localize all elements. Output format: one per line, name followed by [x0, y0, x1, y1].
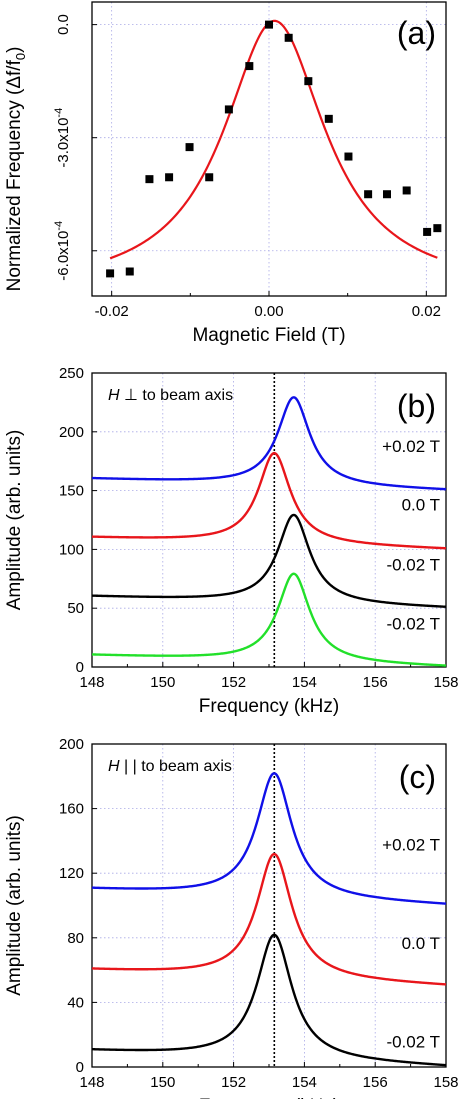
series-label: -0.02 T — [386, 614, 440, 633]
x-tick-label: 158 — [433, 674, 458, 691]
series-line — [91, 933, 447, 1067]
data-point — [145, 175, 154, 184]
panel-label-b: (b) — [397, 388, 436, 424]
series-label: +0.02 T — [382, 437, 440, 456]
x-tick-label: 0.02 — [412, 303, 441, 320]
y-tick-label: 120 — [59, 865, 84, 882]
data-point — [364, 190, 373, 199]
data-point — [324, 114, 333, 123]
series-line — [91, 772, 447, 905]
data-point — [224, 105, 233, 114]
data-point — [125, 267, 134, 276]
y-axis-label: Amplitude (arb. units) — [4, 815, 25, 996]
x-tick-label: 154 — [292, 674, 317, 691]
x-tick-label: 150 — [150, 674, 175, 691]
y-tick-label: 200 — [59, 736, 84, 753]
y-axis-label: Amplitude (arb. units) — [4, 430, 25, 611]
series-line — [91, 572, 447, 667]
x-tick-label: 156 — [363, 674, 388, 691]
plot-frame — [91, 372, 447, 668]
y-tick-label: 0 — [76, 659, 84, 676]
y-tick-label: 160 — [59, 801, 84, 818]
panel-label-a: (a) — [397, 15, 436, 51]
series-label: +0.02 T — [382, 836, 440, 855]
data-point — [185, 143, 194, 152]
panel-a: -0.02 0.00 0.02 Magnetic Field (T) 0.0 -3.0x1… — [4, 1, 447, 346]
y-tick-label: 0 — [76, 1059, 84, 1076]
y-tick-label: 250 — [59, 365, 84, 382]
x-tick-label: 148 — [79, 674, 104, 691]
panel-annotation: H ⊥ to beam axis — [108, 387, 233, 404]
y-tick-label: 80 — [67, 930, 84, 947]
y-tick-label: -6.0x10-4 — [53, 221, 72, 281]
data-point — [245, 62, 254, 71]
x-tick-label: 0.00 — [254, 303, 283, 320]
data-point — [344, 152, 353, 161]
x-tick-label: 150 — [150, 1074, 175, 1091]
data-point — [165, 173, 174, 182]
panel-b: 148 150 152 154 156 158 Frequency (kHz) 0 50 100 1… — [4, 365, 459, 717]
x-tick-label: 152 — [221, 674, 246, 691]
series-label: 0.0 T — [402, 934, 440, 953]
series-line — [91, 396, 447, 491]
panel-annotation: H | | to beam axis — [108, 758, 232, 775]
x-axis-label: Magnetic Field (T) — [192, 325, 345, 346]
y-tick-label: 0.0 — [55, 14, 72, 35]
y-tick-label: 40 — [67, 994, 84, 1011]
fit-curve — [109, 19, 438, 260]
data-point — [284, 33, 293, 42]
series-label: 0.0 T — [402, 496, 440, 515]
data-point — [106, 269, 115, 278]
data-point — [205, 173, 214, 182]
y-tick-label: 200 — [59, 424, 84, 441]
data-point — [433, 224, 442, 233]
data-point — [304, 77, 313, 86]
y-tick-label: -3.0x10-4 — [53, 108, 72, 168]
x-tick-label: 152 — [221, 1074, 246, 1091]
series-label: -0.02 T — [386, 556, 440, 575]
x-tick-label: -0.02 — [95, 303, 129, 320]
plot-frame — [91, 1, 447, 297]
x-axis-label: Frequency (kHz) — [199, 1096, 339, 1099]
y-tick-label: 100 — [59, 541, 84, 558]
x-tick-label: 156 — [363, 1074, 388, 1091]
x-tick-label: 154 — [292, 1074, 317, 1091]
data-point — [402, 186, 411, 195]
data-point — [423, 227, 432, 236]
panel-label-c: (c) — [399, 759, 436, 795]
x-tick-label: 148 — [79, 1074, 104, 1091]
plot-frame — [91, 743, 447, 1068]
y-tick-label: 50 — [67, 600, 84, 617]
y-tick-label: 150 — [59, 483, 84, 500]
data-point — [383, 190, 391, 199]
data-point — [265, 20, 273, 29]
x-tick-label: 158 — [433, 1074, 458, 1091]
y-axis-label: Normalized Frequency (Δf/f0) — [4, 47, 28, 292]
series-line — [91, 451, 447, 550]
series-line — [91, 852, 447, 986]
panel-c: 148 150 152 154 156 158 Frequency (kHz) 0 40 80 12… — [4, 736, 459, 1099]
series-label: -0.02 T — [386, 1033, 440, 1052]
series-line — [91, 513, 447, 608]
x-axis-label: Frequency (kHz) — [199, 696, 339, 717]
